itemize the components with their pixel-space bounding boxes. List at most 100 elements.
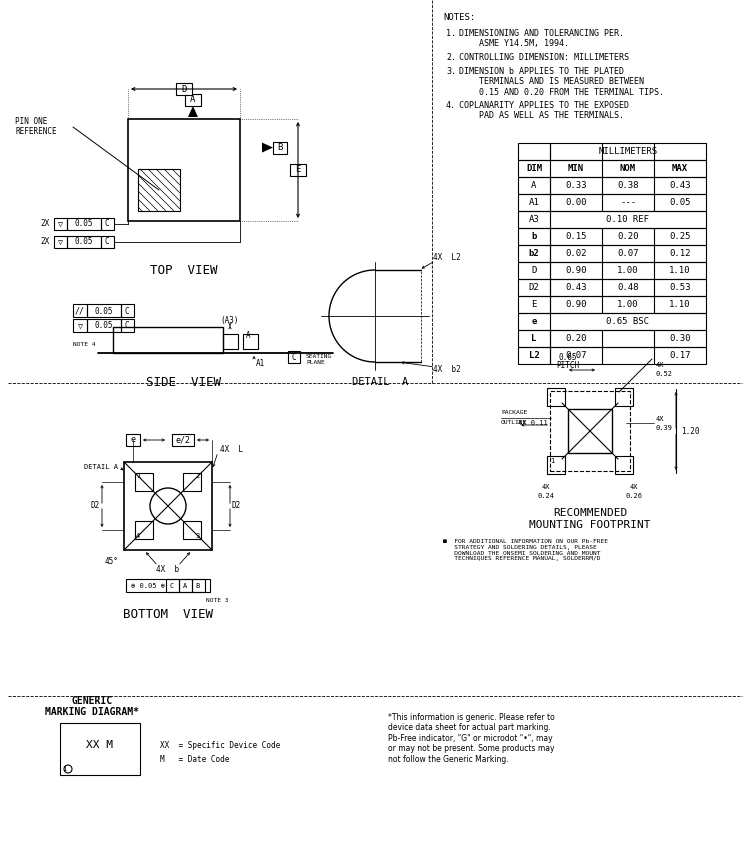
Text: C: C — [124, 322, 129, 330]
Bar — [67, 236, 101, 248]
Text: 1.10: 1.10 — [669, 300, 691, 309]
Text: 0.12: 0.12 — [669, 249, 691, 258]
Text: C: C — [292, 352, 296, 362]
Text: 0.43: 0.43 — [566, 283, 586, 292]
Text: ⊕ 0.05 ⊕: ⊕ 0.05 ⊕ — [131, 583, 165, 589]
Text: 0.90: 0.90 — [566, 266, 586, 275]
Text: 45°: 45° — [105, 557, 119, 567]
Text: 2X: 2X — [40, 220, 50, 229]
Bar — [135, 521, 153, 539]
Text: DIMENSIONING AND TOLERANCING PER.
    ASME Y14.5M, 1994.: DIMENSIONING AND TOLERANCING PER. ASME Y… — [459, 29, 624, 49]
Text: XX  = Specific Device Code: XX = Specific Device Code — [160, 740, 280, 750]
Text: MOUNTING FOOTPRINT: MOUNTING FOOTPRINT — [530, 520, 651, 530]
Bar — [290, 164, 306, 176]
Text: 3.: 3. — [446, 67, 456, 76]
Text: 4X  b2: 4X b2 — [433, 365, 460, 374]
Text: C: C — [124, 306, 129, 316]
Text: A: A — [531, 181, 537, 190]
Text: NOM: NOM — [620, 164, 636, 173]
Text: 0.07: 0.07 — [566, 351, 586, 360]
Bar — [568, 409, 612, 453]
Text: CONTROLLING DIMENSION: MILLIMETERS: CONTROLLING DIMENSION: MILLIMETERS — [459, 53, 629, 62]
Text: 4X: 4X — [630, 484, 638, 490]
Bar — [54, 218, 67, 230]
Text: *This information is generic. Please refer to
device data sheet for actual part : *This information is generic. Please ref… — [388, 713, 555, 763]
Text: D: D — [182, 84, 187, 94]
Bar — [183, 473, 201, 491]
Text: MIN: MIN — [568, 164, 584, 173]
Text: 0.20: 0.20 — [617, 232, 639, 241]
Text: DETAIL A: DETAIL A — [84, 464, 118, 470]
Text: MILLIMETERS: MILLIMETERS — [598, 147, 658, 156]
Bar — [518, 177, 706, 194]
Text: 4: 4 — [136, 533, 140, 539]
Text: 0.05: 0.05 — [75, 220, 93, 229]
Text: 0.25: 0.25 — [669, 232, 691, 241]
Text: E: E — [531, 300, 537, 309]
Bar — [288, 351, 300, 363]
Bar — [518, 228, 706, 245]
Text: M   = Date Code: M = Date Code — [160, 755, 230, 763]
Text: NOTES:: NOTES: — [443, 13, 476, 22]
Bar — [518, 143, 706, 160]
Text: ▽: ▽ — [58, 237, 62, 247]
Text: DIMENSION b APPLIES TO THE PLATED
    TERMINALS AND IS MEASURED BETWEEN
    0.15: DIMENSION b APPLIES TO THE PLATED TERMIN… — [459, 67, 664, 97]
Text: XX M: XX M — [86, 740, 113, 750]
Text: PIN ONE: PIN ONE — [15, 117, 47, 125]
Text: DETAIL  A: DETAIL A — [352, 377, 408, 387]
Text: OUTLINE: OUTLINE — [501, 420, 527, 425]
Text: L: L — [531, 334, 537, 343]
Text: 3: 3 — [196, 533, 200, 539]
Bar — [518, 313, 706, 330]
Text: 0.52: 0.52 — [656, 371, 673, 377]
Text: 0.05: 0.05 — [75, 237, 93, 247]
Text: A: A — [190, 95, 196, 105]
Text: 0.00: 0.00 — [566, 198, 586, 207]
Bar — [518, 194, 706, 211]
Text: 0.17: 0.17 — [669, 351, 691, 360]
Text: 1.20: 1.20 — [681, 426, 700, 436]
Text: 0.05: 0.05 — [669, 198, 691, 207]
Bar — [126, 579, 210, 592]
Bar — [73, 319, 87, 332]
Text: 0.05: 0.05 — [94, 322, 113, 330]
Text: 4X: 4X — [656, 416, 664, 422]
Bar — [176, 83, 192, 95]
Text: L2: L2 — [529, 351, 539, 360]
Text: MAX: MAX — [672, 164, 688, 173]
Text: 0.53: 0.53 — [669, 283, 691, 292]
Bar — [172, 434, 194, 446]
Text: RECOMMENDED: RECOMMENDED — [553, 508, 627, 518]
Text: 0.15: 0.15 — [566, 232, 586, 241]
Bar — [87, 319, 121, 332]
Text: 1.00: 1.00 — [617, 266, 639, 275]
Text: 0.39: 0.39 — [656, 425, 673, 431]
Text: PLANE: PLANE — [306, 361, 325, 365]
Text: D: D — [531, 266, 537, 275]
Bar — [615, 456, 633, 474]
Text: B: B — [278, 143, 283, 152]
Bar — [128, 119, 240, 221]
Text: 0.65 BSC: 0.65 BSC — [607, 317, 650, 326]
Text: C: C — [105, 237, 110, 247]
Text: 1.10: 1.10 — [669, 266, 691, 275]
Text: 2: 2 — [196, 473, 200, 479]
Text: 4X 0.11: 4X 0.11 — [518, 420, 548, 426]
Bar — [166, 579, 179, 592]
Bar — [121, 304, 134, 317]
Polygon shape — [188, 106, 198, 117]
Bar — [547, 456, 565, 474]
Text: 0.38: 0.38 — [617, 181, 639, 190]
Bar — [550, 391, 630, 471]
Text: PITCH: PITCH — [556, 361, 580, 369]
Text: 2.: 2. — [446, 53, 456, 62]
Text: 4.: 4. — [446, 101, 456, 110]
Text: MARKING DIAGRAM*: MARKING DIAGRAM* — [45, 707, 139, 717]
Text: 2X: 2X — [40, 237, 50, 247]
Bar — [101, 236, 114, 248]
Text: D2: D2 — [529, 283, 539, 292]
Text: ▽: ▽ — [77, 322, 82, 330]
Text: b2: b2 — [529, 249, 539, 258]
Text: B: B — [196, 583, 200, 589]
Text: 0.33: 0.33 — [566, 181, 586, 190]
